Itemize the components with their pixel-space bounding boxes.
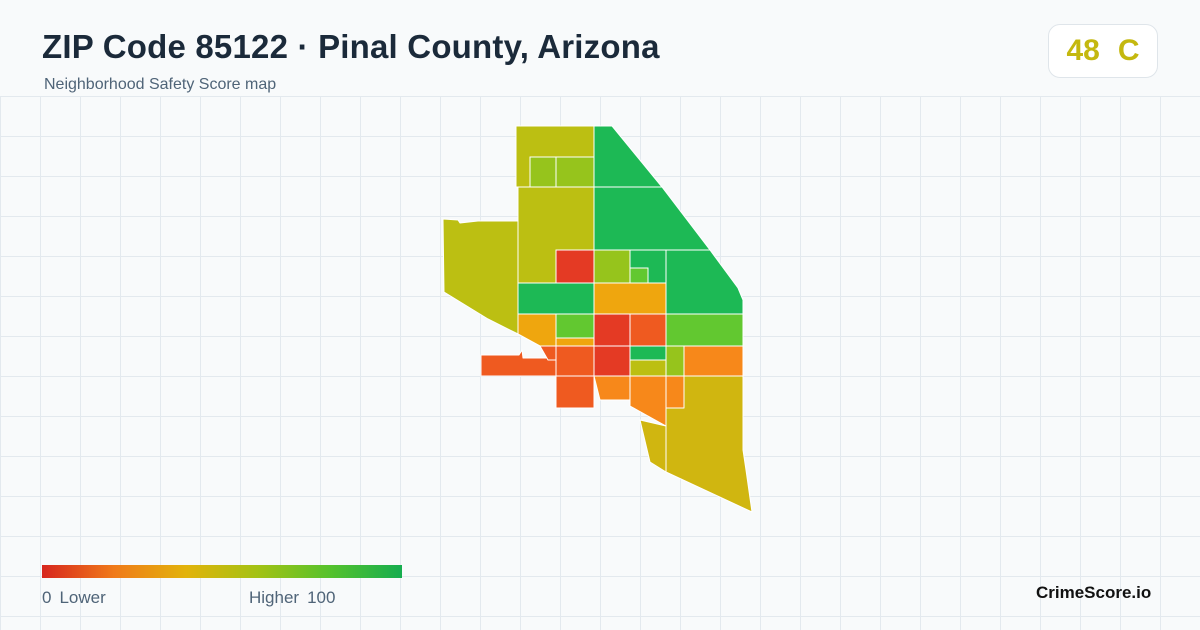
page-title: ZIP Code 85122 · Pinal County, Arizona — [42, 28, 660, 65]
legend-max-value: 100 — [307, 588, 336, 607]
score-badge: 48 C — [1048, 24, 1158, 78]
map-region[interactable] — [555, 337, 595, 347]
map-region[interactable] — [593, 249, 631, 284]
map-region[interactable] — [517, 282, 595, 315]
map-region[interactable] — [593, 282, 667, 315]
map-region[interactable] — [593, 125, 663, 188]
map-region[interactable] — [593, 313, 631, 347]
page-subtitle: Neighborhood Safety Score map — [44, 76, 277, 93]
map-region[interactable] — [629, 375, 667, 427]
map-region[interactable] — [593, 375, 631, 401]
map-region[interactable] — [665, 375, 753, 513]
legend-min-label: Lower — [59, 588, 106, 607]
map-region[interactable] — [593, 345, 631, 377]
map-region[interactable] — [683, 345, 744, 377]
map-region[interactable] — [629, 359, 667, 377]
map-region[interactable] — [665, 345, 685, 377]
map-region[interactable] — [665, 375, 685, 409]
legend-high-label: Higher 100 — [249, 588, 335, 608]
map-region[interactable] — [639, 419, 667, 473]
map-region[interactable] — [665, 313, 744, 347]
map-region[interactable] — [555, 313, 595, 339]
map-region[interactable] — [555, 375, 595, 409]
map-region[interactable] — [517, 313, 557, 347]
map-region[interactable] — [629, 267, 649, 284]
score-grade: C — [1117, 34, 1140, 67]
header — [0, 0, 1200, 96]
map-region[interactable] — [555, 156, 595, 188]
score-value: 48 — [1066, 34, 1100, 67]
brand-logo: CrimeScore.io — [1036, 583, 1152, 602]
map-region[interactable] — [629, 313, 667, 347]
legend-max-label: Higher — [249, 588, 300, 607]
map-region[interactable] — [629, 345, 667, 361]
legend-color-bar — [42, 565, 402, 578]
legend-low-label: 0 Lower — [42, 588, 106, 608]
map-region[interactable] — [529, 156, 557, 188]
map-region[interactable] — [555, 249, 595, 284]
map-region[interactable] — [442, 218, 519, 335]
map-region[interactable] — [665, 249, 744, 315]
map-region[interactable] — [555, 345, 595, 377]
map-region[interactable] — [593, 186, 711, 251]
legend-min-value: 0 — [42, 588, 52, 607]
